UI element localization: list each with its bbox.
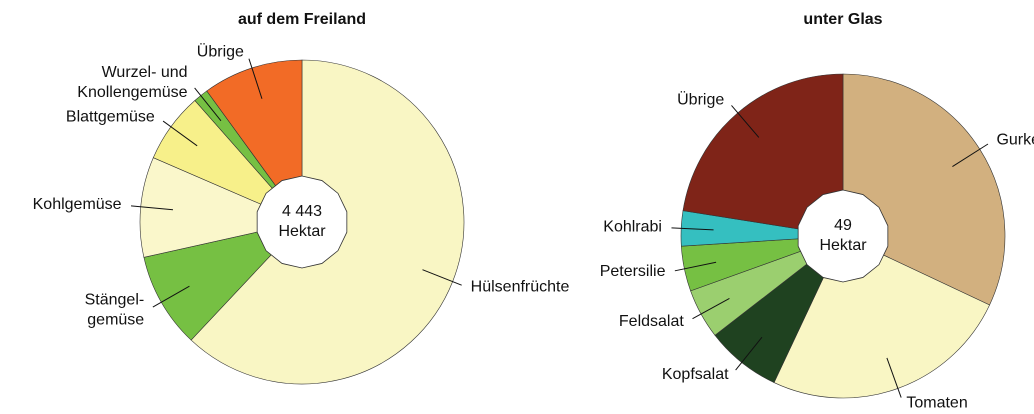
leader-line [671, 227, 714, 231]
slice-label-line: Kohlgemüse [33, 196, 122, 213]
center-label-line: 4 443 [282, 203, 322, 220]
slice-label: Übrige [677, 91, 724, 109]
slice-label: Tomaten [906, 395, 967, 412]
center-disc [256, 175, 348, 269]
slice-label: Kopfsalat [662, 366, 729, 383]
slice-label-line: Übrige [197, 43, 244, 61]
slice-label: Hülsenfrüchte [471, 279, 570, 296]
center-label-line: Hektar [278, 223, 326, 240]
slice-label-line: Petersilie [600, 263, 666, 280]
slice-label-line: Hülsenfrüchte [471, 279, 570, 296]
leader-line [886, 357, 902, 398]
slice-label-line: Kopfsalat [662, 366, 729, 383]
leader-line [735, 336, 763, 371]
slice-label: Kohlgemüse [33, 196, 122, 213]
slice-label: Wurzel- und Knollengemüse [77, 64, 187, 101]
center-label: 49 Hektar [819, 217, 867, 254]
slice-label-line: Feldsalat [619, 313, 684, 330]
leader-line [130, 205, 174, 211]
leader-line [152, 285, 190, 308]
leader-line [194, 87, 222, 122]
slice-label-line: Wurzel- und [102, 64, 188, 81]
slice-label-line: Gurken [996, 132, 1034, 149]
center-disc [797, 189, 889, 283]
slice-label: Feldsalat [619, 313, 684, 330]
chart-title: unter Glas [803, 11, 882, 28]
slice-label: Übrige [197, 43, 244, 61]
chart-title: auf dem Freiland [238, 11, 366, 28]
leader-line [422, 269, 462, 286]
slice-label: Petersilie [600, 263, 666, 280]
center-label-line: 49 [834, 217, 852, 234]
leader-line [692, 297, 730, 320]
slice-label-line: Kohlrabi [603, 219, 662, 236]
center-label: 4 443 Hektar [278, 203, 326, 240]
leader-line [952, 143, 989, 167]
leader-line [731, 105, 760, 138]
slice-label-line: gemüse [87, 312, 144, 329]
slice-label-line: Knollengemüse [77, 84, 187, 101]
leader-line [248, 58, 263, 99]
slice-label: Kohlrabi [603, 219, 662, 236]
leader-line [674, 261, 717, 272]
slice-label: Gurken [996, 132, 1034, 149]
slice-label-line: Stängel- [85, 292, 145, 309]
slice-label-line: Blattgemüse [66, 108, 155, 125]
leader-line [162, 120, 198, 147]
slice-label: Stängel-gemüse [85, 292, 145, 329]
slice-label: Blattgemüse [66, 108, 155, 125]
slice-label-line: Übrige [677, 91, 724, 109]
center-label-line: Hektar [819, 237, 867, 254]
slice-label-line: Tomaten [906, 395, 967, 412]
